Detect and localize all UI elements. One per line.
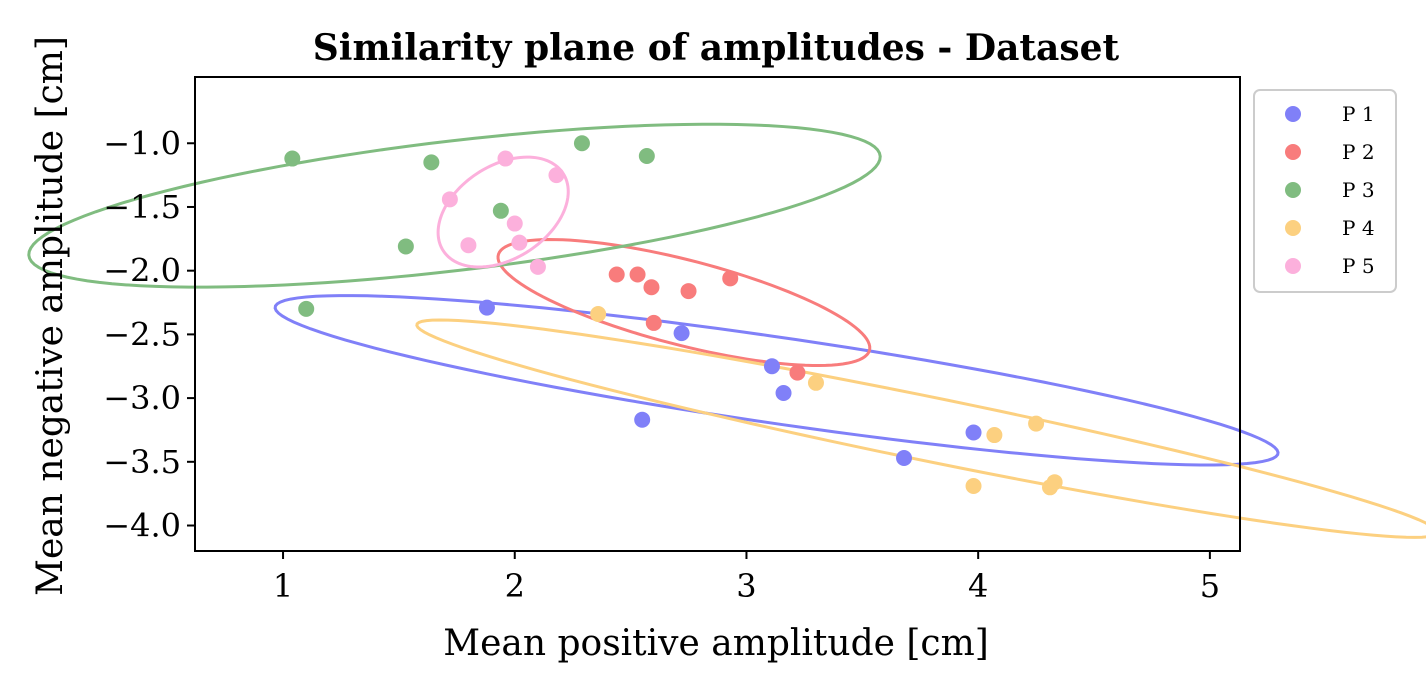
point-p2	[608, 266, 625, 283]
legend-label-p2: P 2	[1342, 140, 1375, 164]
point-p3	[638, 148, 655, 164]
point-p5	[511, 234, 528, 251]
legend-frame	[1253, 89, 1397, 293]
point-p5	[460, 237, 477, 254]
plot-frame	[194, 76, 1241, 552]
y-axis-label: Mean negative amplitude [cm]	[30, 36, 71, 596]
y-tick-label: −2.5	[103, 315, 181, 353]
point-p2	[645, 314, 662, 331]
point-p5	[441, 191, 458, 208]
y-tick-label: −3.0	[103, 379, 181, 417]
plot-background	[195, 77, 1240, 551]
legend-marker-p1	[1285, 106, 1301, 122]
point-p1	[634, 411, 651, 428]
point-p5	[529, 258, 546, 275]
point-p1	[763, 358, 780, 375]
y-tick-label: −1.5	[103, 188, 181, 226]
point-p4	[1028, 415, 1045, 432]
x-axis-label: Mean positive amplitude [cm]	[443, 623, 989, 664]
legend-label-p5: P 5	[1342, 254, 1375, 278]
y-tick-label: −1.0	[103, 124, 181, 162]
x-tick-label: 5	[1200, 567, 1220, 605]
legend-label-p1: P 1	[1342, 102, 1375, 126]
point-p1	[478, 299, 495, 316]
point-p3	[284, 150, 301, 167]
point-p3	[492, 202, 509, 219]
ellipses-layer	[27, 122, 1426, 539]
legend: P 1 P 2 P 3 P 4 P 5	[1253, 89, 1397, 293]
ellipse-p2	[496, 238, 872, 368]
legend-marker-p2	[1285, 144, 1301, 160]
point-p1	[673, 325, 690, 342]
point-p3	[423, 154, 440, 171]
point-p3	[573, 135, 590, 152]
points-layer	[284, 135, 1063, 496]
point-p5	[506, 215, 523, 232]
ellipse-p5	[436, 155, 570, 269]
point-p2	[722, 270, 739, 287]
x-tick-label: 1	[273, 567, 293, 605]
point-p2	[629, 266, 646, 283]
x-tick-label: 2	[505, 567, 525, 605]
y-axis-ticks: −1.0 −1.5 −2.0 −2.5 −3.0 −3.5 −4.0	[103, 124, 195, 545]
legend-label-p3: P 3	[1342, 178, 1375, 202]
point-p4	[1042, 479, 1058, 496]
x-axis-ticks: 1 2 3 4 5	[273, 551, 1220, 605]
legend-marker-p4	[1285, 220, 1301, 236]
point-p2	[789, 364, 806, 381]
point-p5	[548, 167, 565, 184]
point-p4	[986, 427, 1003, 444]
y-tick-label: −4.0	[103, 507, 181, 545]
point-p4	[807, 374, 824, 391]
point-p2	[680, 283, 697, 300]
legend-marker-p3	[1285, 182, 1301, 198]
x-tick-label: 4	[968, 567, 988, 605]
ellipse-p1	[273, 294, 1280, 467]
point-p4	[965, 478, 982, 495]
point-p3	[397, 238, 414, 255]
y-tick-label: −3.5	[103, 443, 181, 481]
plot-area	[27, 76, 1426, 552]
point-p2	[643, 279, 660, 296]
x-tick-label: 3	[736, 567, 756, 605]
point-p4	[590, 306, 607, 322]
ellipse-p3	[27, 122, 882, 289]
point-p5	[497, 150, 514, 167]
point-p1	[965, 424, 982, 441]
point-p1	[896, 449, 913, 466]
chart-title: Similarity plane of amplitudes - Dataset	[313, 27, 1120, 69]
legend-marker-p5	[1285, 258, 1301, 274]
ellipse-p4	[415, 318, 1426, 539]
point-p1	[775, 385, 792, 401]
point-p3	[298, 300, 315, 317]
y-tick-label: −2.0	[103, 252, 181, 290]
legend-label-p4: P 4	[1342, 216, 1375, 240]
